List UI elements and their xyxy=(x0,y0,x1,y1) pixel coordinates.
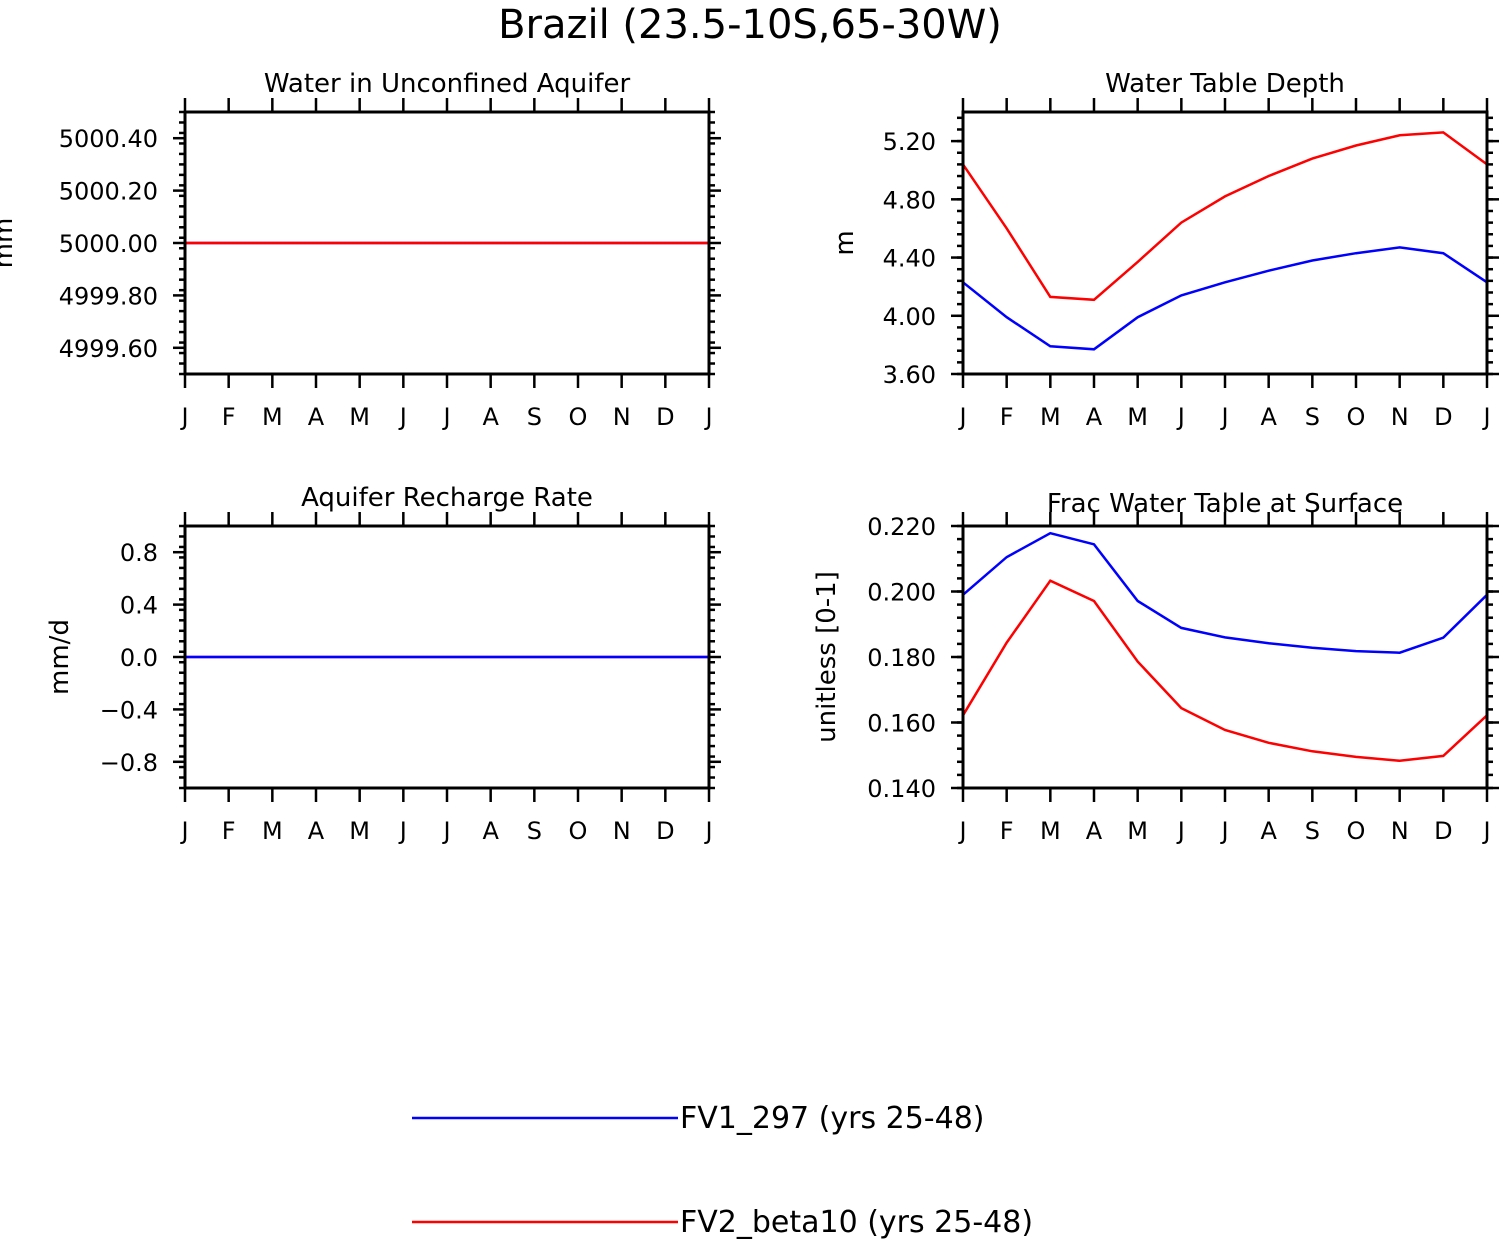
x-tick-label: J xyxy=(1481,403,1490,431)
panel-title: Aquifer Recharge Rate xyxy=(301,483,593,513)
y-tick-label: 4.80 xyxy=(883,186,936,214)
series-line xyxy=(961,579,1488,763)
x-tick-label: M xyxy=(349,817,370,845)
x-tick-label: F xyxy=(1000,817,1014,845)
x-tick-label: J xyxy=(957,403,966,431)
x-tick-label: J xyxy=(441,403,450,431)
x-tick-label: A xyxy=(308,817,325,845)
plot-frame xyxy=(961,524,1489,790)
x-tick-label: J xyxy=(703,817,712,845)
x-tick-label: N xyxy=(1391,817,1409,845)
x-tick-label: J xyxy=(398,817,407,845)
x-tick-label: A xyxy=(1260,403,1277,431)
x-tick-label: A xyxy=(1086,403,1103,431)
x-tick-label: O xyxy=(569,403,588,431)
legend-label-fv2: FV2_beta10 (yrs 25-48) xyxy=(680,1205,1033,1240)
x-tick-label: O xyxy=(569,817,588,845)
x-tick-label: J xyxy=(179,817,188,845)
x-tick-label: N xyxy=(613,817,631,845)
panel-title: Water in Unconfined Aquifer xyxy=(264,69,631,99)
legend-label-fv1: FV1_297 (yrs 25-48) xyxy=(680,1101,985,1136)
y-axis-label: mm/d xyxy=(45,619,75,695)
x-tick-label: N xyxy=(1391,403,1409,431)
series-line xyxy=(962,531,1488,654)
x-tick-label: S xyxy=(1305,817,1320,845)
x-tick-label: J xyxy=(703,403,712,431)
x-tick-label: J xyxy=(1219,817,1228,845)
x-tick-label: J xyxy=(1176,403,1185,431)
legend: FV1_297 (yrs 25-48) FV2_beta10 (yrs 25-4… xyxy=(412,1101,1033,1240)
y-axis-label: unitless [0-1] xyxy=(812,571,842,743)
y-axis-label: m xyxy=(830,230,860,255)
y-tick-label: 0.160 xyxy=(867,710,936,738)
x-tick-label: M xyxy=(1127,817,1148,845)
y-tick-label: −0.8 xyxy=(100,749,158,777)
x-tick-label: F xyxy=(222,403,236,431)
x-tick-label: S xyxy=(527,817,542,845)
plot-frame xyxy=(961,110,1489,376)
x-tick-label: M xyxy=(262,403,283,431)
x-tick-label: D xyxy=(1434,817,1452,845)
x-tick-label: F xyxy=(222,817,236,845)
y-tick-label: 0.0 xyxy=(120,644,158,672)
x-tick-label: N xyxy=(613,403,631,431)
y-tick-label: 0.8 xyxy=(120,539,158,567)
y-tick-label: 5.20 xyxy=(883,128,936,156)
x-tick-label: S xyxy=(527,403,542,431)
y-axis-label: mm xyxy=(0,218,19,269)
x-tick-label: O xyxy=(1347,817,1366,845)
y-tick-label: 4.40 xyxy=(883,245,936,273)
x-tick-label: M xyxy=(349,403,370,431)
y-tick-label: 0.4 xyxy=(120,592,158,620)
x-tick-label: M xyxy=(1040,817,1061,845)
x-tick-label: M xyxy=(1040,403,1061,431)
x-tick-label: J xyxy=(1481,817,1490,845)
x-tick-label: A xyxy=(308,403,325,431)
y-tick-label: 5000.00 xyxy=(59,230,158,258)
x-tick-label: J xyxy=(179,403,188,431)
figure-title: Brazil (23.5-10S,65-30W) xyxy=(498,2,1002,48)
y-tick-label: 5000.20 xyxy=(59,178,158,206)
y-tick-label: 4999.80 xyxy=(59,282,158,310)
x-tick-label: J xyxy=(441,817,450,845)
y-tick-label: 5000.40 xyxy=(59,125,158,153)
y-tick-label: 4.00 xyxy=(883,303,936,331)
series-line xyxy=(962,246,1488,351)
x-tick-label: D xyxy=(656,817,674,845)
x-tick-label: A xyxy=(482,403,499,431)
x-tick-label: J xyxy=(1176,817,1185,845)
x-tick-label: A xyxy=(1086,817,1103,845)
x-tick-label: O xyxy=(1347,403,1366,431)
y-tick-label: 0.200 xyxy=(867,579,936,607)
x-tick-label: J xyxy=(957,817,966,845)
panel-title: Water Table Depth xyxy=(1105,69,1345,99)
x-tick-label: D xyxy=(656,403,674,431)
x-tick-label: J xyxy=(398,403,407,431)
y-tick-label: 0.180 xyxy=(867,644,936,672)
x-tick-label: S xyxy=(1305,403,1320,431)
x-tick-label: A xyxy=(1260,817,1277,845)
series-line xyxy=(961,131,1488,302)
y-tick-label: 3.60 xyxy=(883,361,936,389)
x-tick-label: J xyxy=(1219,403,1228,431)
y-tick-label: 4999.60 xyxy=(59,335,158,363)
y-tick-label: 0.140 xyxy=(867,775,936,803)
x-tick-label: M xyxy=(1127,403,1148,431)
x-tick-label: D xyxy=(1434,403,1452,431)
y-tick-label: 0.220 xyxy=(867,513,936,541)
x-tick-label: A xyxy=(482,817,499,845)
x-tick-label: M xyxy=(262,817,283,845)
y-tick-label: −0.4 xyxy=(100,696,158,724)
x-tick-label: F xyxy=(1000,403,1014,431)
